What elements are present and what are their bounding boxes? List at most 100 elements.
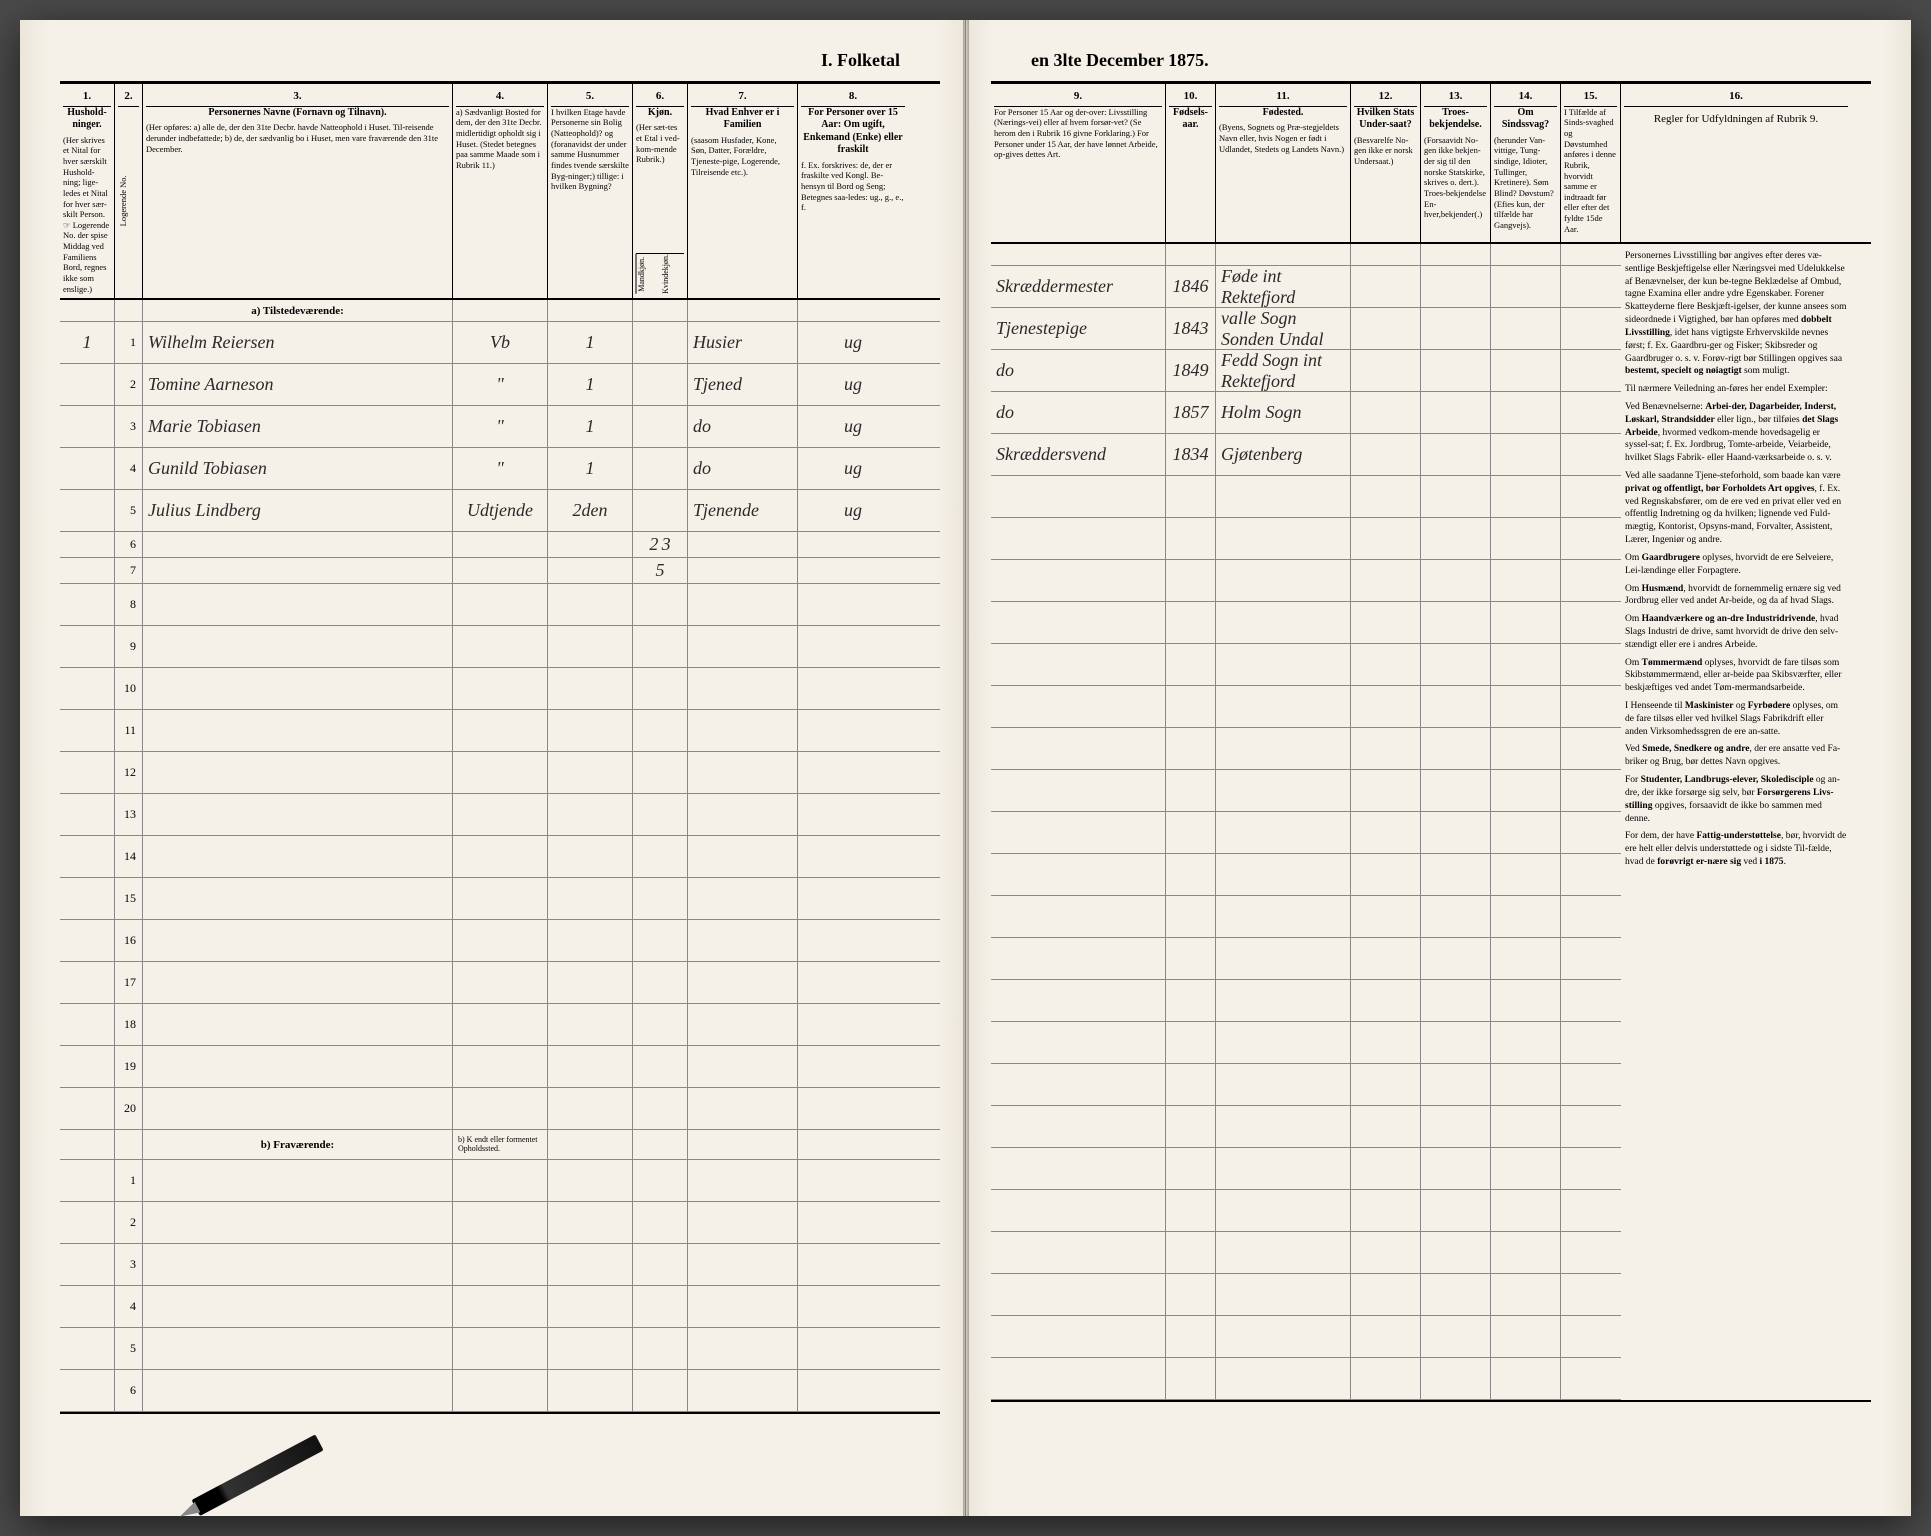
col-7-header: 7. Hvad Enhver er i Familien (saasom Hus… (688, 84, 798, 298)
col-3-header: 3. Personernes Navne (Fornavn og Tilnavn… (143, 84, 453, 298)
col-4-header: 4. a) Sædvanligt Bosted for dem, der den… (453, 84, 548, 298)
table-row: 12 (60, 752, 940, 794)
rules-paragraph: For Studenter, Landbrugs-elever, Skoledi… (1625, 774, 1847, 825)
table-row: 20 (60, 1088, 940, 1130)
rules-paragraph: Personernes Livsstilling bør angives eft… (1625, 250, 1847, 378)
table-row (991, 1232, 1621, 1274)
rules-paragraph: Til nærmere Veiledning an-føres her ende… (1625, 383, 1847, 396)
table-row: do 1857 Holm Sogn (991, 392, 1621, 434)
right-header-row: 9. For Personer 15 Aar og der-over: Livs… (991, 84, 1871, 244)
left-header-row: 1. Hushold- ninger. (Her skrives et Nita… (60, 84, 940, 300)
table-row (991, 476, 1621, 518)
rules-paragraph: Om Tømmermænd oplyses, hvorvidt de fare … (1625, 657, 1847, 695)
rules-paragraph: Ved Benævnelserne: Arbei-der, Dagarbeide… (1625, 401, 1847, 465)
table-row: 3 (60, 1244, 940, 1286)
table-row (991, 854, 1621, 896)
table-row: 19 (60, 1046, 940, 1088)
table-row: Tjenestepige 1843 valle Sogn Sonden Unda… (991, 308, 1621, 350)
table-row: 10 (60, 668, 940, 710)
right-body: Skræddermester 1846 Føde int Rektefjord … (991, 244, 1871, 1400)
table-row: 16 (60, 920, 940, 962)
rules-paragraph: For dem, der have Fattig-understøttelse,… (1625, 830, 1847, 868)
census-book: I. Folketal 1. Hushold- ninger. (Her skr… (20, 20, 1911, 1516)
table-row (991, 686, 1621, 728)
table-row: 2 (60, 1202, 940, 1244)
table-row: 11 (60, 710, 940, 752)
table-row: 14 (60, 836, 940, 878)
right-table: 9. For Personer 15 Aar og der-over: Livs… (991, 81, 1871, 1402)
rules-paragraph: I Henseende til Maskinister og Fyrbødere… (1625, 700, 1847, 738)
table-row: 18 (60, 1004, 940, 1046)
left-page: I. Folketal 1. Hushold- ninger. (Her skr… (20, 20, 966, 1516)
table-row: 17 (60, 962, 940, 1004)
table-row: 15 (60, 878, 940, 920)
rules-column: Personernes Livsstilling bør angives eft… (1621, 244, 1851, 1400)
left-empty-rows-b: 123456 (60, 1160, 940, 1412)
book-spine (963, 20, 969, 1516)
right-empty-rows (991, 476, 1621, 1400)
table-row: 2 Tomine Aarneson " 1 Tjened ug (60, 364, 940, 406)
table-row (991, 644, 1621, 686)
table-row (991, 1358, 1621, 1400)
table-row (991, 896, 1621, 938)
col-2-header: 2. Logerende No. (115, 84, 143, 298)
table-row: Skræddersvend 1834 Gjøtenberg (991, 434, 1621, 476)
table-row (991, 980, 1621, 1022)
left-data-rows: 1 1 Wilhelm Reiersen Vb 1 Husier ug 2 To… (60, 322, 940, 532)
table-row (991, 812, 1621, 854)
table-row: 5 Julius Lindberg Udtjende 2den Tjenende… (60, 490, 940, 532)
subtotal-row-1: 6 2 3 (60, 532, 940, 558)
section-b-row: b) Fraværende: b) K endt eller formentet… (60, 1130, 940, 1160)
rules-paragraph: Ved Smede, Snedkere og andre, der ere an… (1625, 743, 1847, 769)
table-row (991, 938, 1621, 980)
table-row: 1 (60, 1160, 940, 1202)
table-row: 6 (60, 1370, 940, 1412)
table-row (991, 560, 1621, 602)
col-12-header: 12. Hvilken Stats Under-saat? (Besvarelf… (1351, 84, 1421, 242)
table-row (991, 1316, 1621, 1358)
col-10-header: 10. Fødsels-aar. (1166, 84, 1216, 242)
col-11-header: 11. Fødested. (Byens, Sognets og Præ-ste… (1216, 84, 1351, 242)
pen-overlay (192, 1434, 324, 1516)
rules-paragraph: Om Gaardbrugere oplyses, hvorvidt de ere… (1625, 552, 1847, 578)
rules-paragraph: Om Haandværkere og an-dre Industridriven… (1625, 613, 1847, 651)
table-row: 9 (60, 626, 940, 668)
col-9-header: 9. For Personer 15 Aar og der-over: Livs… (991, 84, 1166, 242)
table-row: 1 1 Wilhelm Reiersen Vb 1 Husier ug (60, 322, 940, 364)
table-row (991, 518, 1621, 560)
col-15-header: 15. I Tilfælde af Sinds-svaghed og Døvst… (1561, 84, 1621, 242)
right-data-rows: Skræddermester 1846 Føde int Rektefjord … (991, 266, 1621, 476)
col-16-header: 16. Regler for Udfyldningen af Rubrik 9. (1621, 84, 1851, 242)
col-8-header: 8. For Personer over 15 Aar: Om ugift, E… (798, 84, 908, 298)
subtotal-row-2: 7 5 (60, 558, 940, 584)
rules-paragraph: Ved alle saadanne Tjene-steforhold, som … (1625, 470, 1847, 547)
table-row: 4 Gunild Tobiasen " 1 do ug (60, 448, 940, 490)
col-13-header: 13. Troes-bekjendelse. (Forsaavidt No-ge… (1421, 84, 1491, 242)
col-1-header: 1. Hushold- ninger. (Her skrives et Nita… (60, 84, 115, 298)
table-row: 8 (60, 584, 940, 626)
table-row (991, 1274, 1621, 1316)
right-data-area: Skræddermester 1846 Føde int Rektefjord … (991, 244, 1621, 1400)
table-row (991, 728, 1621, 770)
section-a-row: a) Tilstedeværende: (60, 300, 940, 322)
page-title-left: I. Folketal (60, 50, 940, 71)
right-page: en 3lte December 1875. 9. For Personer 1… (966, 20, 1911, 1516)
left-empty-rows-a: 891011121314151617181920 (60, 584, 940, 1130)
table-row: 3 Marie Tobiasen " 1 do ug (60, 406, 940, 448)
page-title-right: en 3lte December 1875. (991, 50, 1871, 71)
rules-paragraph: Om Husmænd, hvorvidt de fornemmelig ernæ… (1625, 583, 1847, 609)
col-5-header: 5. I hvilken Etage havde Personerne sin … (548, 84, 633, 298)
table-row (991, 770, 1621, 812)
left-table: 1. Hushold- ninger. (Her skrives et Nita… (60, 81, 940, 1414)
table-row (991, 1064, 1621, 1106)
col-14-header: 14. Om Sindssvag? (herunder Van-vittige,… (1491, 84, 1561, 242)
col-6-header: 6. Kjøn. (Her sæt-tes et Etal i ved-kom-… (633, 84, 688, 298)
table-row: 4 (60, 1286, 940, 1328)
table-row (991, 602, 1621, 644)
table-row: Skræddermester 1846 Føde int Rektefjord (991, 266, 1621, 308)
table-row: do 1849 Fedd Sogn int Rektefjord (991, 350, 1621, 392)
table-row (991, 1148, 1621, 1190)
table-row (991, 1190, 1621, 1232)
table-row: 5 (60, 1328, 940, 1370)
table-row: 13 (60, 794, 940, 836)
